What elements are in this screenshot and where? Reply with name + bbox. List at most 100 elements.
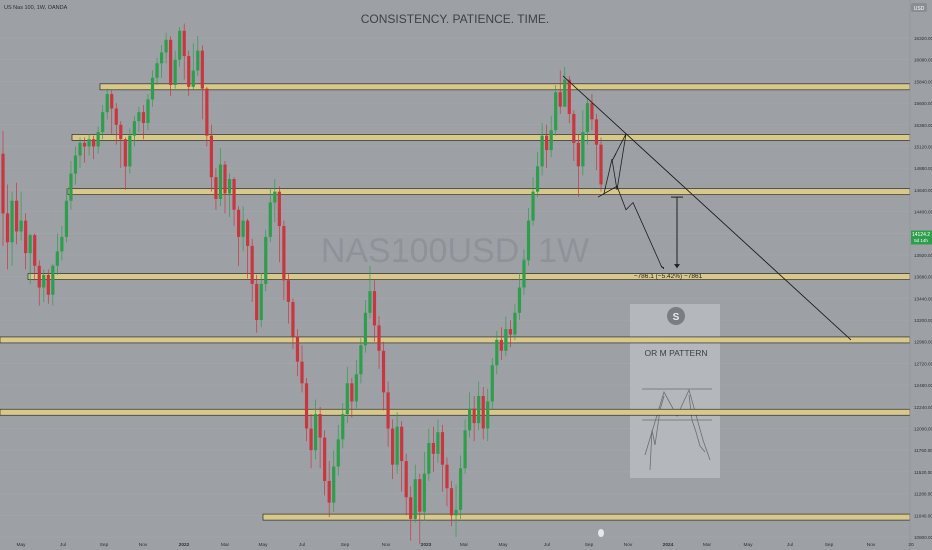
candle-body <box>318 414 322 438</box>
projection-path-down[interactable] <box>597 185 663 268</box>
candle-body <box>114 108 118 125</box>
candle-body <box>486 401 490 429</box>
y-tick-label: 12960.00 <box>914 340 932 345</box>
candle-body <box>558 92 562 107</box>
candle-body <box>155 63 159 78</box>
candle-body <box>477 395 481 424</box>
y-tick-label: 12480.00 <box>914 383 932 388</box>
x-tick-label: Jul <box>787 542 793 548</box>
m-pattern-illustration <box>642 388 712 471</box>
support-resistance-zone[interactable] <box>0 336 911 344</box>
support-resistance-zone[interactable] <box>71 134 911 141</box>
candle-body <box>51 265 55 295</box>
support-resistance-zone[interactable] <box>0 408 911 416</box>
candle-body <box>209 135 213 178</box>
projection-path[interactable] <box>603 133 627 194</box>
candle-body <box>96 132 100 147</box>
price-axis[interactable]: 10800.00 11040.00 11280.00 11520.00 11760.00… <box>909 0 932 550</box>
candle-body <box>60 236 64 252</box>
candle-body <box>33 235 37 266</box>
candle-body <box>69 173 73 201</box>
y-tick-label: 13440.00 <box>914 296 932 301</box>
y-tick-label: 11520.00 <box>914 470 932 475</box>
candle-body <box>182 30 186 57</box>
candle-body <box>513 312 517 335</box>
candle-body <box>341 414 345 440</box>
candle-body <box>24 220 28 254</box>
x-tick-label: 2022 <box>179 542 190 548</box>
y-tick-label: 11280.00 <box>914 492 932 497</box>
candle-body <box>468 408 472 431</box>
currency-label: USD <box>914 6 925 12</box>
support-resistance-zone[interactable] <box>262 513 911 521</box>
candle-body <box>350 383 354 402</box>
candle-body <box>554 92 558 131</box>
candle-body <box>300 361 304 384</box>
candle-body <box>590 103 594 120</box>
candle-body <box>137 112 141 122</box>
candle-body <box>386 392 390 429</box>
candle-body <box>332 466 336 503</box>
candle-body <box>368 291 372 313</box>
candle-body <box>345 383 349 415</box>
last-price-tag: 14124.2 5d 14h <box>911 230 932 245</box>
candle-body <box>354 374 358 402</box>
y-tick-label: 16080.00 <box>914 58 932 63</box>
descending-trendline[interactable] <box>562 75 852 341</box>
candle-body <box>504 329 508 351</box>
support-resistance-zone[interactable] <box>27 273 911 281</box>
candle-body <box>395 426 399 465</box>
candle-body <box>336 439 340 467</box>
time-axis[interactable]: May Jul Sep Nov 2022 Mar May Jul Sep Nov 2023 Mar Ma… <box>16 542 914 548</box>
candle-body <box>227 179 232 194</box>
cursor-marker-icon <box>598 529 604 537</box>
candle-body <box>422 473 426 512</box>
logo-letter: S <box>673 312 680 323</box>
y-tick-label: 11760.00 <box>914 448 932 453</box>
x-tick-label: May <box>16 542 26 548</box>
pattern-panel: S DOUBLE TOP OR M PATTERN <box>630 304 720 478</box>
candle-body <box>128 135 132 167</box>
candle-body <box>313 414 318 451</box>
x-tick-label: May <box>743 542 753 548</box>
candle-body <box>409 497 413 519</box>
candle-body <box>286 280 291 302</box>
candle-body <box>440 432 445 465</box>
y-tick-label: 12000.00 <box>914 427 932 432</box>
x-tick-label: Sep <box>825 542 834 548</box>
candle-body <box>567 79 571 114</box>
candle-body <box>55 251 59 266</box>
candle-body <box>594 119 599 145</box>
candle-body <box>223 164 227 194</box>
x-tick-label: Sep <box>585 542 594 548</box>
candle-body <box>19 220 23 232</box>
candle-body <box>463 430 467 469</box>
candle-body <box>200 50 204 89</box>
x-tick-label: Jul <box>544 542 550 548</box>
candle-body <box>246 220 250 246</box>
candle-body <box>599 144 603 185</box>
x-tick-label: May <box>498 542 508 548</box>
candle-body <box>323 437 327 481</box>
candle-body <box>1 153 5 214</box>
candle-body <box>159 52 164 64</box>
support-resistance-zone[interactable] <box>67 188 911 196</box>
last-price: 14124.2 <box>912 232 930 238</box>
candle-body <box>431 442 435 454</box>
symbol-watermark: NAS100USD, 1W <box>321 232 589 270</box>
candle-body <box>241 220 245 237</box>
candle-body <box>37 265 41 288</box>
candle-body <box>264 236 268 284</box>
candle-body <box>218 164 223 199</box>
support-resistance-zone[interactable] <box>99 83 911 91</box>
candle-body <box>187 56 191 87</box>
candle-body <box>572 113 576 143</box>
currency-badge[interactable] <box>911 3 927 12</box>
x-tick-label: 2023 <box>421 542 432 548</box>
candle-body <box>391 428 395 465</box>
y-tick-label: 13680.00 <box>914 275 932 280</box>
candle-body <box>499 339 503 351</box>
candle-body <box>141 112 146 123</box>
candle-body <box>250 245 254 284</box>
